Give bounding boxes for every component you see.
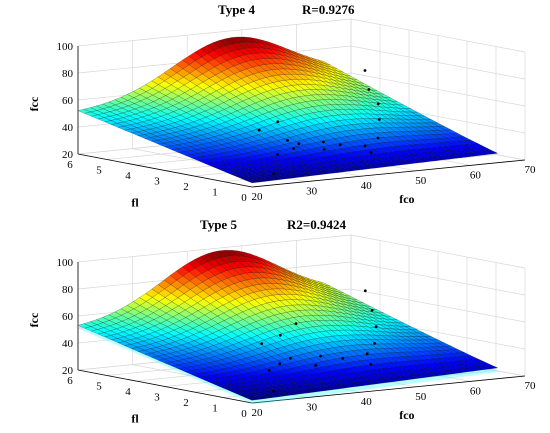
data-point [365,352,369,356]
fl-tick-label: 5 [96,165,102,177]
response-surface [77,36,499,184]
fl-tick-label: 5 [96,381,102,393]
fco-axis-line [251,375,526,404]
fco-axis-label: fco [399,192,414,206]
data-point [294,322,298,325]
fco-tick-label: 70 [525,380,537,392]
fco-axis-line [251,159,526,188]
data-point [370,308,374,312]
data-point [376,102,380,106]
fl-tick-label: 2 [183,181,189,193]
data-point [260,342,264,345]
data-point [322,148,326,151]
data-point [297,142,301,146]
fl-tick-label: 4 [125,170,131,182]
fcc-tick-label: 20 [62,149,74,161]
data-point [286,139,289,142]
fco-tick-label: 60 [470,385,482,397]
fco-tick-label: 50 [415,175,427,187]
data-point [314,364,318,367]
data-point [276,153,279,156]
scatter-points [260,289,378,393]
fcc-tick-label: 100 [57,257,74,269]
panel-stat-type-5: R2=0.9424 [287,217,347,232]
fco-tick-label: 70 [525,164,537,176]
fcc-axis-label: fcc [27,312,41,327]
data-point [369,151,373,155]
fcc-axis-label: fcc [27,96,41,111]
panel-title-type-5: Type 5 [200,217,237,232]
fco-tick-label: 50 [415,391,427,403]
fco-axis-label: fco [399,408,414,422]
data-point [272,389,275,393]
fco-tick-label: 40 [361,180,373,192]
fco-tick-label: 30 [306,402,318,414]
fcc-tick-label: 60 [62,95,74,107]
data-point [322,140,325,144]
data-point [292,147,295,150]
panel-title-type-4: Type 4 [218,2,255,17]
fcc-tick-label: 40 [62,122,74,134]
data-point [377,118,381,121]
response-surface [76,249,500,405]
fl-tick-label: 0 [241,192,247,204]
fl-tick-label: 3 [154,176,160,188]
fl-axis-label: fl [131,412,139,426]
data-point [363,289,367,293]
data-point [319,354,322,358]
fcc-tick-label: 80 [62,68,74,80]
fl-axis-label: fl [131,196,139,210]
data-point [278,362,282,366]
fco-tick-label: 20 [252,191,264,203]
data-point [369,362,373,366]
fl-tick-label: 6 [67,375,73,387]
fcc-tick-label: 60 [62,311,74,323]
fl-tick-label: 0 [241,408,247,420]
fl-tick-label: 6 [67,159,73,171]
data-point [363,69,367,72]
panel-stat-type-4: R=0.9276 [302,2,355,17]
fco-tick-label: 60 [470,169,482,181]
fl-tick-label: 1 [212,403,218,415]
data-point [278,333,282,337]
data-point [276,120,280,124]
fl-tick-label: 1 [212,187,218,199]
data-point [341,356,345,360]
fco-tick-label: 20 [252,407,264,419]
fcc-tick-label: 100 [57,41,74,53]
fl-tick-label: 2 [183,397,189,409]
fco-tick-label: 40 [361,396,373,408]
data-point [367,88,371,91]
data-point [338,143,342,147]
fl-tick-label: 4 [125,386,131,398]
data-point [373,342,376,345]
fcc-tick-label: 80 [62,284,74,296]
fcc-tick-label: 40 [62,338,74,350]
data-point [374,325,378,328]
data-point [363,144,367,148]
data-point [267,369,271,372]
fco-tick-label: 30 [306,186,318,198]
data-point [272,172,275,176]
fcc-tick-label: 20 [62,365,74,377]
data-point [257,128,261,132]
fl-tick-label: 3 [154,392,160,404]
fl-axis-line [77,369,253,404]
data-point [376,136,380,140]
fl-axis-line [77,153,253,188]
data-point [289,356,292,360]
scatter-points [257,69,381,176]
